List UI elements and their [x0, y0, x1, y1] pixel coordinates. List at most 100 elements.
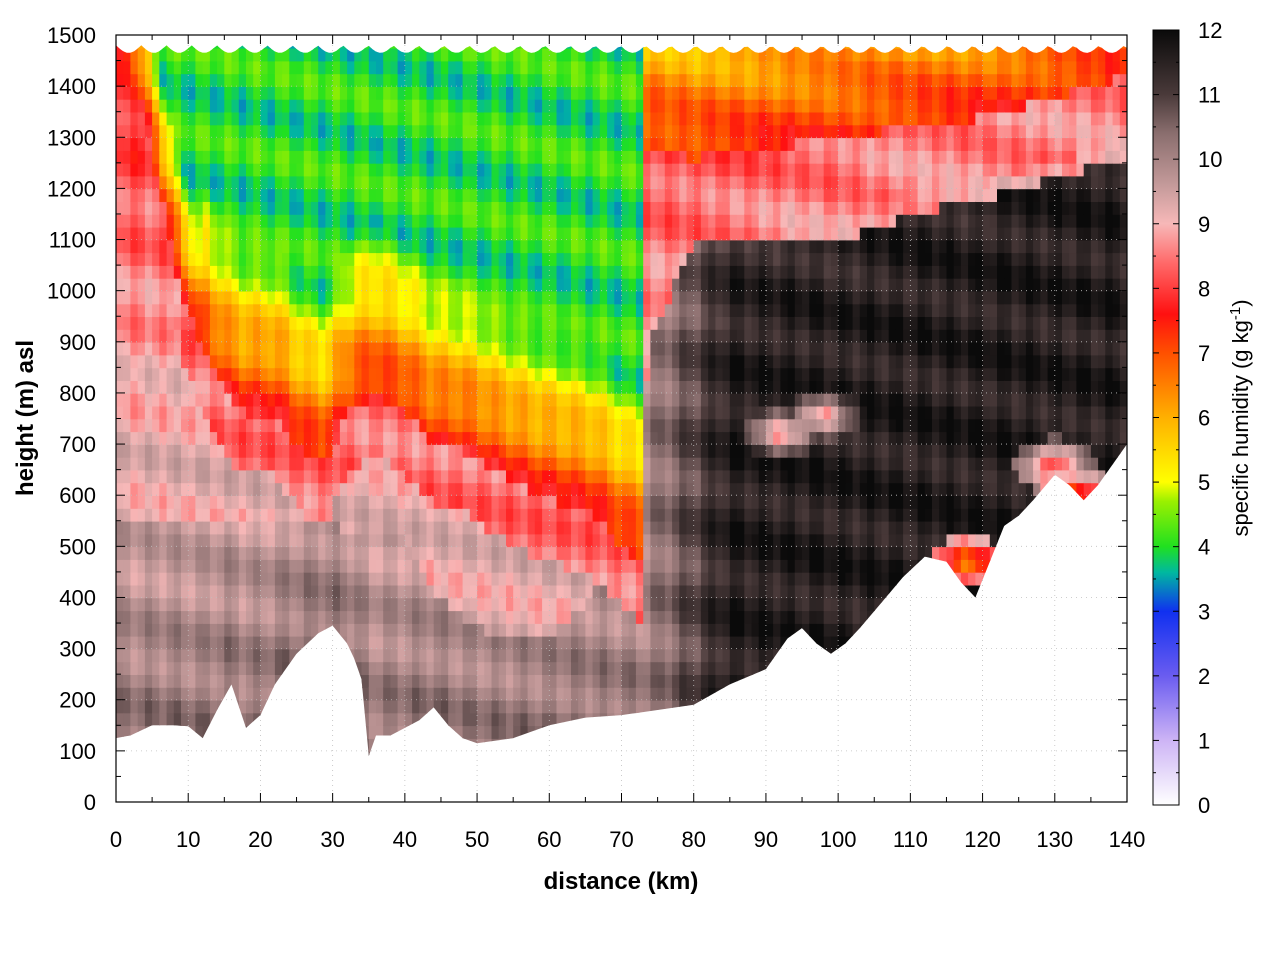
heat-cell: [267, 277, 276, 292]
heat-cell: [614, 277, 623, 292]
heat-cell: [549, 571, 558, 586]
heat-cell: [144, 392, 153, 407]
heat-cell: [534, 699, 543, 714]
heat-cell: [383, 303, 392, 317]
heat-cell: [715, 648, 724, 663]
heat-cell: [578, 290, 587, 305]
heat-cell: [188, 584, 197, 599]
heat-cell: [419, 584, 428, 599]
heat-cell: [267, 329, 276, 343]
heat-cell: [116, 290, 124, 305]
heat-cell: [144, 201, 153, 215]
heat-cell: [448, 546, 457, 560]
heat-cell: [556, 661, 565, 675]
heat-cell: [412, 303, 421, 317]
heat-cell: [274, 111, 283, 126]
heat-cell: [238, 444, 247, 458]
heat-cell: [159, 648, 168, 663]
heat-cell: [404, 687, 413, 701]
heat-cell: [722, 546, 731, 560]
heat-cell: [318, 444, 327, 458]
heat-cell: [397, 712, 406, 727]
heat-cell: [527, 418, 536, 433]
heat-cell: [123, 137, 132, 151]
heat-cell: [274, 137, 283, 151]
heat-cell: [195, 623, 204, 637]
heat-cell: [527, 495, 536, 509]
heat-cell: [491, 329, 500, 343]
heat-cell: [238, 162, 247, 177]
heat-cell: [361, 495, 370, 509]
heat-cell: [563, 60, 572, 75]
heat-cell: [534, 431, 543, 445]
heat-cell: [506, 175, 514, 190]
heat-cell: [404, 265, 413, 279]
heat-cell: [390, 495, 399, 509]
heat-cell: [599, 584, 608, 599]
heat-cell: [441, 533, 449, 548]
heat-cell: [246, 392, 254, 407]
heat-cell: [412, 431, 421, 445]
heat-cell: [469, 674, 478, 688]
heat-cell: [657, 214, 666, 228]
heat-cell: [390, 201, 399, 215]
heat-cell: [137, 571, 146, 586]
heat-cell: [116, 508, 124, 522]
heat-cell: [267, 584, 276, 599]
heat-cell: [368, 265, 377, 279]
heat-cell: [708, 597, 717, 612]
heat-cell: [491, 150, 500, 164]
heat-cell: [498, 725, 507, 739]
heat-cell: [563, 508, 572, 522]
heat-cell: [246, 73, 254, 87]
heat-cell: [628, 290, 637, 305]
heat-cell: [469, 508, 478, 522]
heat-cell: [383, 405, 392, 420]
heat-cell: [542, 265, 551, 279]
heat-cell: [368, 725, 377, 739]
heat-cell: [130, 559, 139, 573]
heat-cell: [498, 329, 507, 343]
heat-cell: [144, 687, 153, 701]
heat-cell: [159, 303, 168, 317]
heat-cell: [217, 405, 226, 420]
heat-cell: [571, 648, 579, 663]
heat-cell: [679, 162, 688, 177]
heat-cell: [404, 661, 413, 675]
heat-cell: [585, 188, 594, 202]
heat-cell: [238, 405, 247, 420]
heat-cell: [635, 367, 644, 381]
heat-cell: [347, 150, 356, 164]
heat-cell: [397, 597, 406, 612]
heat-cell: [686, 367, 695, 381]
heat-cell: [729, 175, 738, 190]
heat-cell: [224, 380, 233, 394]
heat-cell: [563, 597, 572, 612]
heat-cell: [123, 725, 132, 739]
heat-cell: [679, 98, 688, 113]
heat-cell: [412, 469, 421, 484]
heat-cell: [693, 482, 702, 496]
heat-cell: [722, 86, 731, 100]
heat-cell: [267, 367, 276, 381]
heat-cell: [238, 265, 247, 279]
heat-cell: [376, 226, 384, 241]
heat-cell: [477, 265, 486, 279]
heat-cell: [231, 405, 240, 420]
heat-cell: [347, 571, 356, 586]
heat-cell: [657, 201, 666, 215]
heat-cell: [296, 111, 305, 126]
heat-cell: [390, 303, 399, 317]
heat-cell: [130, 661, 139, 675]
heat-cell: [195, 111, 204, 126]
heat-cell: [715, 469, 724, 484]
heat-cell: [159, 150, 168, 164]
heat-cell: [635, 495, 644, 509]
heat-cell: [332, 341, 341, 356]
heat-cell: [477, 405, 486, 420]
heat-cell: [311, 188, 319, 202]
heat-cell: [455, 508, 464, 522]
heat-cell: [238, 60, 247, 75]
heat-cell: [354, 47, 363, 62]
